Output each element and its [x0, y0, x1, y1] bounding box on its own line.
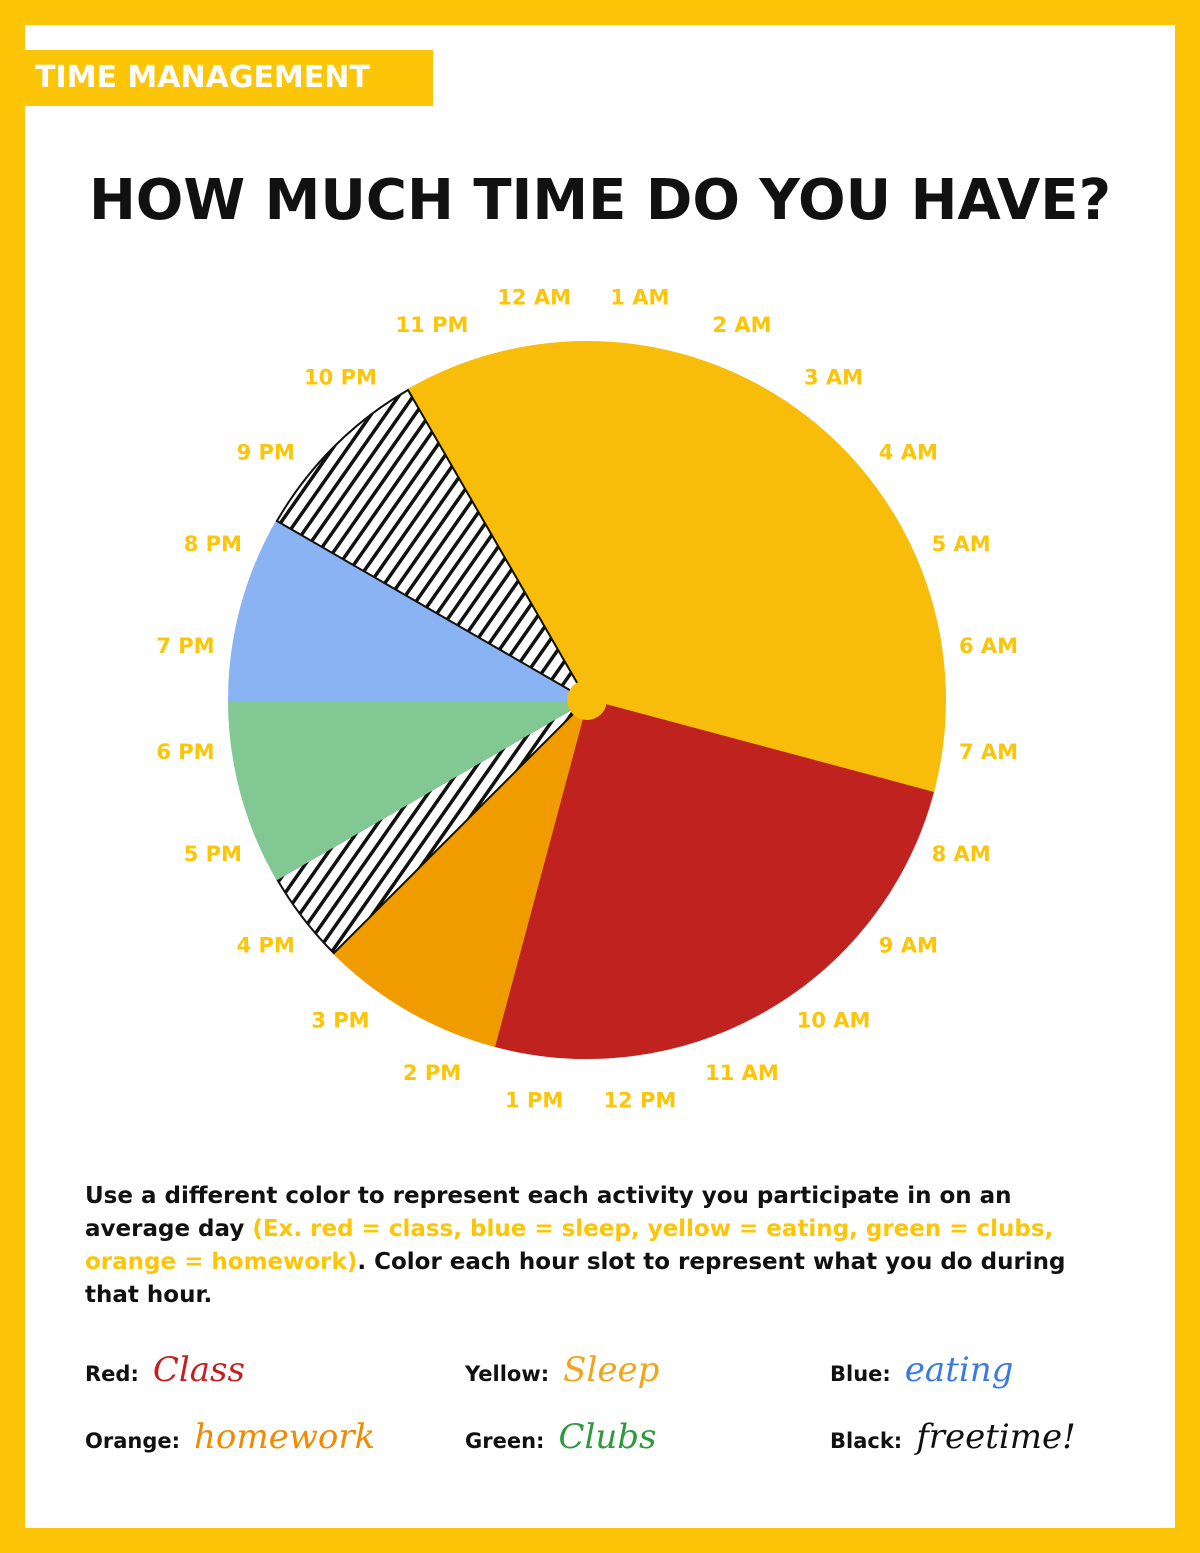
hour-label: 4 PM [237, 934, 295, 958]
pie-slice [332, 696, 589, 1048]
hour-label: 1 PM [505, 1089, 563, 1113]
legend-answer: eating [904, 1350, 1014, 1390]
legend-entry: Green: Clubs [465, 1417, 656, 1457]
instructions-example: (Ex. red = class, blue = sleep, yellow =… [85, 1216, 1054, 1275]
hour-label: 12 PM [603, 1089, 676, 1113]
legend-entry: Red: Class [85, 1350, 245, 1390]
hour-label: 8 AM [932, 842, 991, 866]
legend-label: Green: [465, 1429, 545, 1453]
hour-label: 3 PM [311, 1008, 369, 1032]
hour-label: 5 AM [932, 532, 991, 556]
title: HOW MUCH TIME DO YOU HAVE? [88, 168, 1112, 233]
legend-label: Blue: [830, 1362, 891, 1386]
hour-label: 1 AM [610, 285, 669, 309]
pie-slice [406, 341, 946, 794]
instructions-text: . Color each hour slot to represent what… [85, 1249, 1066, 1308]
legend-entry: Orange: homework [85, 1417, 375, 1457]
pie-slice [275, 388, 590, 703]
hour-label: 5 PM [184, 842, 242, 866]
hour-label: 4 AM [879, 440, 938, 464]
hour-label: 3 AM [804, 366, 863, 390]
hour-label: 10 PM [304, 366, 377, 390]
legend-entry: Black: freetime! [830, 1417, 1076, 1457]
pie-slice [227, 519, 591, 701]
pie-center [567, 680, 607, 720]
tag: TIME MANAGEMENT [25, 50, 433, 106]
legend-answer: Sleep [563, 1350, 660, 1390]
instructions-text: Use a different color to represent each … [85, 1183, 1012, 1242]
legend-label: Yellow: [465, 1362, 550, 1386]
pie-slice [227, 699, 591, 881]
legend-label: Orange: [85, 1429, 181, 1453]
instructions: Use a different color to represent each … [85, 1180, 1095, 1312]
hour-label: 10 AM [797, 1008, 871, 1032]
hour-label: 7 PM [156, 634, 214, 658]
hour-label: 6 PM [156, 740, 214, 764]
legend-entry: Yellow: Sleep [465, 1350, 659, 1390]
hour-label: 2 PM [403, 1061, 461, 1085]
hour-label: 9 PM [237, 440, 295, 464]
hour-label: 9 AM [879, 934, 938, 958]
legend-answer: homework [194, 1417, 376, 1457]
hour-label: 12 AM [497, 285, 571, 309]
pie-slice [493, 698, 935, 1059]
legend-label: Red: [85, 1362, 139, 1386]
hour-label: 7 AM [959, 740, 1018, 764]
legend-answer: Class [152, 1350, 245, 1390]
legend-label: Black: [830, 1429, 903, 1453]
hour-label: 11 AM [705, 1061, 779, 1085]
hour-label: 2 AM [712, 313, 771, 337]
legend-answer: Clubs [558, 1417, 657, 1457]
legend-entry: Blue: eating [830, 1350, 1013, 1390]
hour-label: 8 PM [184, 532, 242, 556]
hour-label: 6 AM [959, 634, 1018, 658]
legend-answer: freetime! [916, 1417, 1076, 1457]
hour-label: 11 PM [396, 313, 469, 337]
